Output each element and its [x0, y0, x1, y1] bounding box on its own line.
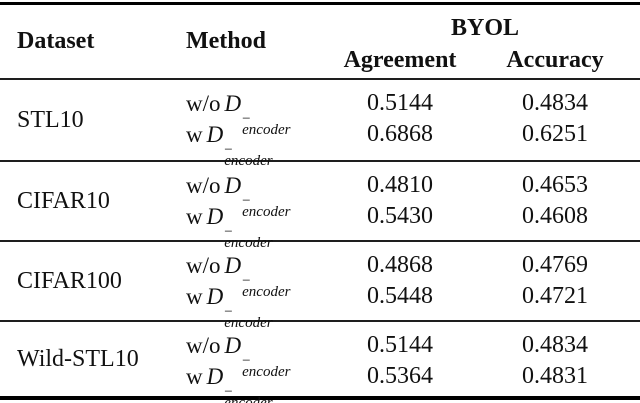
agreement-value: 0.5364 — [367, 363, 433, 389]
method-label-without: w/o D − encoder — [186, 91, 291, 138]
section-divider-rule — [0, 160, 640, 162]
method-cell: w/o D − encoder w D − encoder — [170, 162, 330, 251]
math-var-d: D — [206, 204, 224, 229]
math-supsub: − encoder — [242, 111, 291, 138]
method-label-without: w/o D − encoder — [186, 333, 291, 380]
method-cell: w/o D − encoder w D − encoder — [170, 322, 330, 403]
accuracy-value: 0.4769 — [522, 252, 588, 278]
math-supsub: − encoder — [224, 384, 273, 403]
column-header-accuracy: Accuracy — [506, 47, 604, 73]
table-section: CIFAR10 w/o D − encoder w D − encoder 0.4810 0… — [0, 162, 640, 251]
math-supsub: − encoder — [242, 273, 291, 300]
math-var-d: D — [206, 122, 224, 147]
accuracy-cell: 0.4834 0.4831 — [470, 322, 640, 396]
header-divider-rule — [0, 78, 640, 80]
table-section: Wild-STL10 w/o D − encoder w D − encoder 0.514… — [0, 322, 640, 403]
column-header-dataset: Dataset — [17, 28, 95, 54]
method-label-with: w D − encoder — [186, 122, 273, 169]
table-section: CIFAR100 w/o D − encoder w D − encoder 0.4868 … — [0, 242, 640, 331]
agreement-value: 0.5448 — [367, 283, 433, 309]
math-var-d: D — [224, 333, 242, 358]
table-header: Dataset Method BYOL Agreement Accuracy — [0, 5, 640, 78]
section-divider-rule — [0, 240, 640, 242]
math-supsub: − encoder — [242, 353, 291, 380]
agreement-cell: 0.4810 0.5430 — [330, 162, 470, 240]
math-var-d: D — [224, 91, 242, 116]
agreement-cell: 0.5144 0.6868 — [330, 80, 470, 160]
math-supsub: − encoder — [224, 142, 273, 169]
table-bottom-rule — [0, 396, 640, 400]
math-var-d: D — [206, 364, 224, 389]
agreement-value: 0.4810 — [367, 172, 433, 198]
section-divider-rule — [0, 320, 640, 322]
agreement-value: 0.5144 — [367, 90, 433, 116]
accuracy-cell: 0.4769 0.4721 — [470, 242, 640, 320]
method-label-without: w/o D − encoder — [186, 253, 291, 300]
math-var-d: D — [224, 173, 242, 198]
agreement-value: 0.5430 — [367, 203, 433, 229]
method-label-with: w D − encoder — [170, 361, 330, 403]
agreement-value: 0.4868 — [367, 252, 433, 278]
dataset-label: Wild-STL10 — [17, 345, 139, 372]
accuracy-cell: 0.4653 0.4608 — [470, 162, 640, 240]
dataset-label: STL10 — [17, 106, 84, 133]
column-header-method: Method — [186, 28, 266, 54]
accuracy-value: 0.4608 — [522, 203, 588, 229]
method-label-without: w/o D − encoder — [186, 173, 291, 220]
math-var-d: D — [206, 284, 224, 309]
accuracy-value: 0.4831 — [522, 363, 588, 389]
math-supsub: − encoder — [242, 193, 291, 220]
method-cell: w/o D − encoder w D − encoder — [170, 80, 330, 169]
math-var-d: D — [224, 253, 242, 278]
method-label-with: w D − encoder — [186, 204, 273, 251]
accuracy-value: 0.6251 — [522, 121, 588, 147]
agreement-cell: 0.4868 0.5448 — [330, 242, 470, 320]
column-group-header-byol: BYOL — [450, 15, 519, 41]
accuracy-value: 0.4653 — [522, 172, 588, 198]
method-label-with: w D − encoder — [186, 284, 273, 331]
table-section: STL10 w/o D − encoder w D − encoder 0.5144 0.6… — [0, 80, 640, 169]
method-cell: w/o D − encoder w D − encoder — [170, 242, 330, 331]
dataset-label: CIFAR100 — [17, 267, 122, 294]
agreement-value: 0.5144 — [367, 332, 433, 358]
math-supsub: − encoder — [224, 304, 273, 331]
math-supsub: − encoder — [224, 224, 273, 251]
accuracy-value: 0.4834 — [522, 90, 588, 116]
accuracy-value: 0.4834 — [522, 332, 588, 358]
agreement-value: 0.6868 — [367, 121, 433, 147]
table-top-rule — [0, 2, 640, 5]
accuracy-cell: 0.4834 0.6251 — [470, 80, 640, 160]
agreement-cell: 0.5144 0.5364 — [330, 322, 470, 396]
column-header-agreement: Agreement — [343, 47, 457, 73]
dataset-label: CIFAR10 — [17, 187, 110, 214]
accuracy-value: 0.4721 — [522, 283, 588, 309]
